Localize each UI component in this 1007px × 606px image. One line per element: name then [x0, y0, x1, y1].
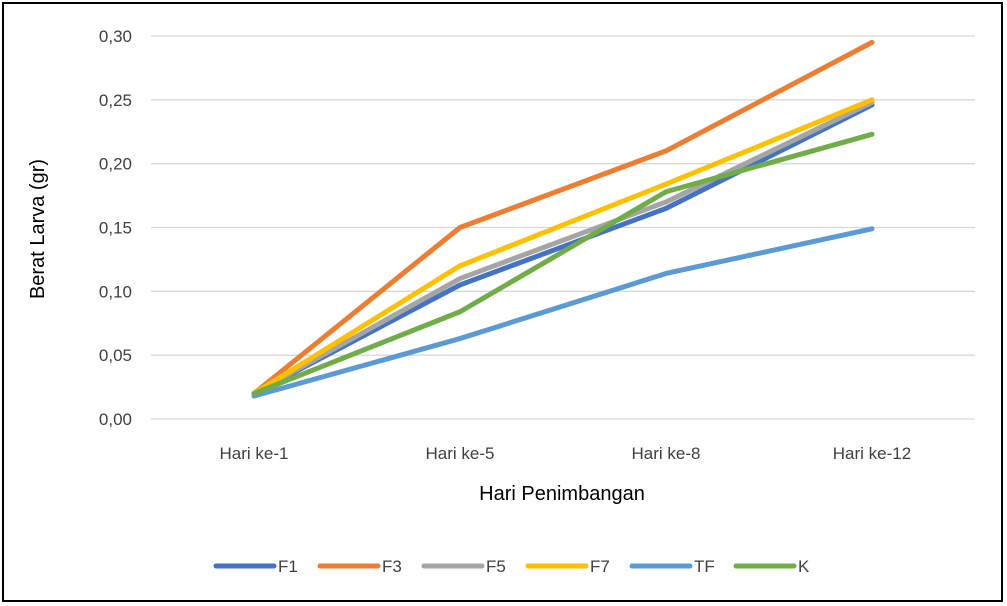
y-tick-label: 0,25 — [99, 91, 132, 110]
y-tick-label: 0,30 — [99, 27, 132, 46]
series-line-f3 — [251, 39, 875, 396]
legend-item-f5: F5 — [421, 557, 506, 576]
legend: F1 F3 F5 F7 TF K — [213, 557, 810, 576]
y-tick-label: 0,00 — [99, 410, 132, 429]
legend-label: F3 — [382, 557, 402, 576]
series-line-f7 — [251, 97, 875, 396]
x-tick-label: Hari ke-8 — [632, 444, 701, 463]
line-chart: 0,000,050,100,150,200,250,30 Hari ke-1 Ha… — [27, 27, 975, 576]
x-tick-label: Hari ke-12 — [833, 444, 911, 463]
gridlines — [151, 35, 975, 420]
legend-item-f3: F3 — [317, 557, 402, 576]
series-line-f1 — [251, 102, 875, 396]
x-tick-label: Hari ke-1 — [220, 444, 289, 463]
y-tick-label: 0,05 — [99, 346, 132, 365]
y-axis-title: Berat Larva (gr) — [27, 159, 49, 299]
legend-item-tf: TF — [629, 557, 715, 576]
series-line-k — [251, 131, 875, 396]
legend-label: F5 — [486, 557, 506, 576]
y-tick-label: 0,15 — [99, 219, 132, 238]
x-axis-title: Hari Penimbangan — [479, 483, 645, 505]
y-tick-label: 0,10 — [99, 282, 132, 301]
series-line-tf — [251, 226, 875, 399]
series-line-f5 — [251, 99, 875, 396]
legend-item-f7: F7 — [525, 557, 610, 576]
legend-item-k: K — [733, 557, 810, 576]
legend-label: F1 — [278, 557, 298, 576]
legend-label: TF — [694, 557, 715, 576]
y-tick-label: 0,20 — [99, 155, 132, 174]
series-lines — [251, 39, 875, 399]
legend-item-f1: F1 — [213, 557, 298, 576]
x-axis-ticks: Hari ke-1 Hari ke-5 Hari ke-8 Hari ke-12 — [220, 444, 912, 463]
x-tick-label: Hari ke-5 — [426, 444, 495, 463]
legend-label: F7 — [590, 557, 610, 576]
legend-label: K — [798, 557, 810, 576]
y-axis-ticks: 0,00 0,05 0,10 0,15 0,20 0,25 0,30 — [99, 27, 132, 429]
